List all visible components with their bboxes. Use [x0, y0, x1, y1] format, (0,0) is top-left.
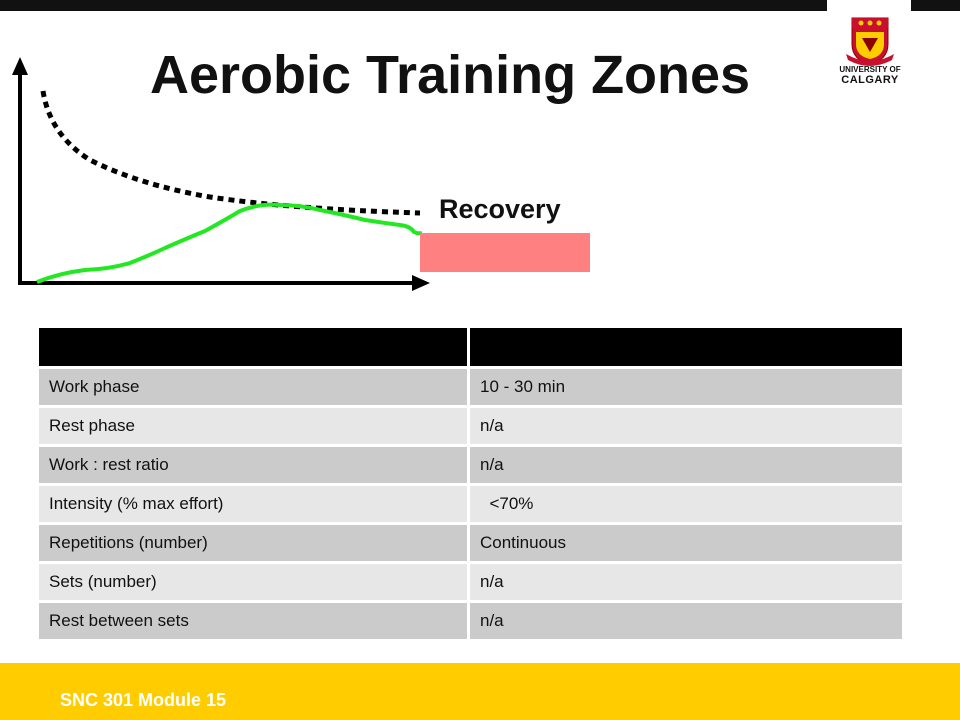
logo-line2: CALGARY [841, 74, 899, 86]
university-crest-icon [846, 17, 894, 66]
top-bar-right [911, 0, 960, 11]
recovery-effort-curve [36, 202, 423, 284]
top-bar-left [0, 0, 827, 11]
slide-title: Aerobic Training Zones [150, 45, 751, 105]
footer-text: SNC 301 Module 15 [60, 690, 227, 710]
row-value: n/a [468, 406, 902, 447]
university-wordmark: UNIVERSITY OF CALGARY [832, 64, 908, 86]
row-label: Rest phase [39, 406, 470, 447]
table-row: Rest phase n/a [39, 406, 902, 447]
table-header-cell [39, 328, 470, 369]
row-value: 10 - 30 min [468, 367, 902, 408]
row-label: Rest between sets [39, 601, 470, 642]
y-axis-arrow [12, 57, 28, 75]
table-header-cell [468, 328, 902, 369]
training-zone-graph [12, 57, 430, 291]
table-row: Intensity (% max effort) <70% [39, 484, 902, 525]
row-label: Work : rest ratio [39, 445, 470, 486]
recovery-zone-box [420, 233, 590, 272]
table-row: Sets (number) n/a [39, 562, 902, 603]
row-label: Sets (number) [39, 562, 470, 603]
row-value: n/a [468, 445, 902, 486]
table-header-row [39, 328, 902, 369]
x-axis-arrow [412, 275, 430, 291]
table-row: Repetitions (number) Continuous [39, 523, 902, 564]
row-label: Intensity (% max effort) [39, 484, 470, 525]
row-value: n/a [468, 601, 902, 642]
row-value: <70% [468, 484, 902, 525]
row-label: Repetitions (number) [39, 523, 470, 564]
row-value: n/a [468, 562, 902, 603]
row-label: Work phase [39, 367, 470, 408]
row-value: Continuous [468, 523, 902, 564]
zone-label: Recovery [439, 194, 561, 224]
footer-bar [0, 663, 960, 720]
table-row: Work phase 10 - 30 min [39, 367, 902, 408]
logo-line1: UNIVERSITY OF [839, 65, 901, 74]
max-effort-dotted-curve [40, 90, 421, 216]
table-row: Work : rest ratio n/a [39, 445, 902, 486]
training-parameters-table: Work phase 10 - 30 min Rest phase n/a Wo… [39, 328, 902, 642]
table-row: Rest between sets n/a [39, 601, 902, 642]
